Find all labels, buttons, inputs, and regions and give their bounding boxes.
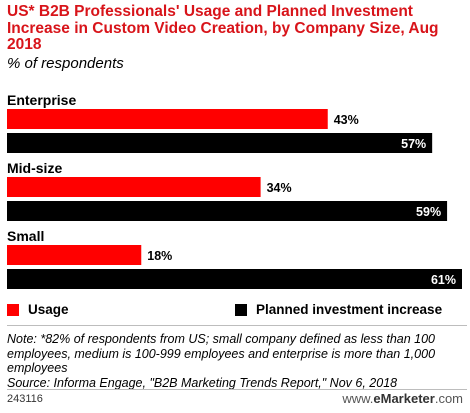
value-label-usage-small: 18% bbox=[147, 249, 172, 263]
bar-usage-mid-size bbox=[7, 177, 261, 197]
legend-usage-label: Usage bbox=[28, 302, 69, 317]
legend-planned: Planned investment increase bbox=[235, 302, 442, 317]
chart-id: 243116 bbox=[7, 393, 43, 405]
legend-planned-swatch bbox=[235, 303, 247, 316]
category-label-enterprise: Enterprise bbox=[7, 92, 76, 108]
value-label-planned-investment-increase-enterprise: 57% bbox=[401, 137, 426, 151]
value-label-planned-investment-increase-mid-size: 59% bbox=[416, 205, 441, 219]
emarketer-logo: www.eMarketer.com bbox=[342, 391, 463, 406]
bar-chart: Enterprise 43% 57% Mid-size 34% 59% Small 18% 61… bbox=[7, 92, 462, 289]
bar-usage-enterprise bbox=[7, 109, 328, 129]
legend-usage: Usage bbox=[7, 302, 69, 317]
category-label-small: Small bbox=[7, 228, 44, 244]
brand-suffix: .com bbox=[434, 391, 463, 406]
chart-title: US* B2B Professionals' Usage and Planned… bbox=[7, 3, 439, 53]
divider-bottom bbox=[7, 389, 467, 390]
divider-top bbox=[7, 325, 467, 326]
value-label-usage-enterprise: 43% bbox=[334, 113, 359, 127]
legend-planned-label: Planned investment increase bbox=[256, 302, 443, 317]
bar-planned-investment-increase-small bbox=[7, 269, 462, 289]
category-label-mid-size: Mid-size bbox=[7, 160, 62, 176]
bar-usage-small bbox=[7, 245, 142, 265]
bar-planned-investment-increase-enterprise bbox=[7, 133, 433, 153]
chart-subtitle: % of respondents bbox=[7, 55, 124, 72]
brand-prefix: www. bbox=[342, 391, 374, 406]
value-label-usage-mid-size: 34% bbox=[267, 181, 292, 195]
source-text: Source: Informa Engage, "B2B Marketing T… bbox=[7, 375, 398, 390]
note-text: Note: *82% of respondents from US; small… bbox=[7, 332, 436, 375]
legend-usage-swatch bbox=[7, 303, 19, 316]
chart-note: Note: *82% of respondents from US; small… bbox=[7, 332, 467, 390]
bar-planned-investment-increase-mid-size bbox=[7, 201, 448, 221]
brand-name: eMarketer bbox=[373, 391, 435, 406]
value-label-planned-investment-increase-small: 61% bbox=[431, 273, 456, 287]
